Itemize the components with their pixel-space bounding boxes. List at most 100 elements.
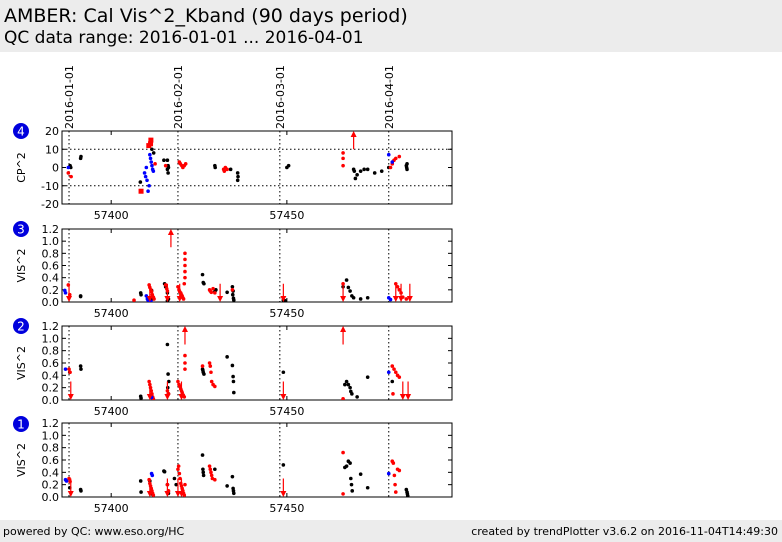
data-point-black (201, 467, 205, 472)
y-tick-label: 0.2 (42, 479, 60, 492)
data-point-black (348, 461, 352, 465)
data-point-blue (63, 367, 68, 371)
limit-arrowhead (164, 296, 171, 302)
data-point-red (209, 290, 214, 295)
data-point-black (201, 473, 206, 478)
data-point-red (183, 353, 187, 358)
y-tick-label: 0.6 (42, 260, 60, 273)
data-point-red (213, 291, 217, 295)
data-point-blue (148, 156, 153, 161)
data-point-black (365, 485, 370, 490)
data-point-black (346, 382, 351, 387)
data-point-red (138, 188, 144, 194)
data-point-red (163, 283, 168, 287)
data-point-black (225, 484, 229, 488)
x-tick-label: 57400 (94, 209, 129, 222)
data-point-red (209, 379, 214, 384)
x-tick-label: 57450 (269, 502, 304, 515)
data-point-red (397, 375, 402, 379)
data-point-red (404, 297, 409, 301)
data-point-red (149, 289, 154, 294)
data-point-blue (64, 479, 69, 483)
data-point-blue (150, 163, 154, 168)
data-point-black (139, 396, 143, 400)
y-tick-label: 1.0 (42, 235, 60, 248)
y-tick-label: 0.4 (42, 466, 60, 479)
data-point-black (365, 167, 370, 172)
data-point-red (152, 297, 156, 301)
data-point-black (365, 375, 370, 379)
y-tick-label: 10 (45, 143, 59, 156)
data-point-red (341, 163, 345, 168)
data-point-black (232, 491, 236, 496)
data-point-black (172, 476, 177, 481)
data-point-red (397, 468, 402, 473)
data-point-black (79, 367, 83, 371)
data-point-red (393, 370, 398, 375)
data-point-black (358, 169, 363, 173)
data-point-black (151, 151, 156, 155)
date-marker-label: 2016-01-01 (63, 65, 76, 129)
y-tick-label: 0.4 (42, 369, 60, 382)
data-point-red (183, 263, 187, 268)
limit-arrowhead (66, 296, 73, 302)
data-point-red (183, 269, 187, 274)
y-tick-label: 0.8 (42, 345, 60, 358)
data-point-red (183, 162, 188, 166)
data-point-black (365, 295, 370, 300)
data-point-black (230, 474, 235, 479)
limit-arrowhead (164, 394, 171, 400)
data-point-blue (149, 160, 154, 164)
data-point-black (225, 355, 229, 359)
data-point-red (213, 477, 217, 482)
data-point-black (202, 281, 206, 286)
limit-arrowhead (406, 296, 413, 302)
data-point-blue (144, 165, 149, 170)
limit-arrowhead (67, 491, 74, 497)
data-point-black (352, 169, 357, 173)
y-tick-label: 1.0 (42, 332, 60, 345)
data-point-red (66, 171, 71, 175)
y-tick-label: 0.0 (42, 491, 60, 504)
y-tick-label: 1.2 (42, 320, 60, 333)
data-point-black (355, 395, 359, 399)
data-points (63, 450, 410, 497)
y-tick-label: 0.4 (42, 272, 60, 285)
y-tick-label: 0.8 (42, 442, 60, 455)
data-point-black (390, 379, 395, 384)
panel-2: 2 VIS^2 0.00.20.40.60.81.01.2 57400 57450 (13, 318, 453, 418)
data-point-black (200, 272, 205, 277)
data-points (66, 131, 409, 194)
data-point-black (362, 167, 366, 172)
data-point-red (341, 450, 345, 455)
panel-badge-label: 3 (17, 223, 25, 237)
limit-arrowhead (280, 296, 287, 302)
data-point-black (213, 165, 217, 170)
data-point-red (151, 493, 156, 497)
data-point-blue (142, 171, 147, 175)
data-point-red (183, 275, 187, 280)
data-point-red (341, 492, 345, 496)
data-point-black (358, 472, 363, 476)
limit-arrowhead (280, 394, 287, 400)
data-point-red (200, 364, 205, 368)
data-point-blue (145, 178, 149, 183)
data-point-red (393, 156, 398, 161)
data-point-black (405, 493, 410, 497)
data-point-red (183, 482, 187, 487)
y-tick-label: 0.0 (42, 394, 60, 407)
data-point-red (176, 464, 181, 468)
data-point-black (139, 292, 143, 297)
limit-arrowhead (340, 326, 347, 332)
y-axis-label: VIS^2 (15, 443, 28, 477)
data-point-black (201, 470, 206, 475)
page-footer: powered by QC: www.eso.org/HC created by… (0, 520, 782, 542)
data-point-black (350, 392, 354, 396)
limit-arrowhead (146, 491, 153, 497)
data-point-red (211, 286, 215, 291)
data-point-blue (151, 169, 156, 173)
data-point-red (207, 361, 212, 365)
data-point-red (390, 364, 395, 368)
data-point-black (353, 176, 358, 181)
data-point-black (404, 165, 409, 170)
